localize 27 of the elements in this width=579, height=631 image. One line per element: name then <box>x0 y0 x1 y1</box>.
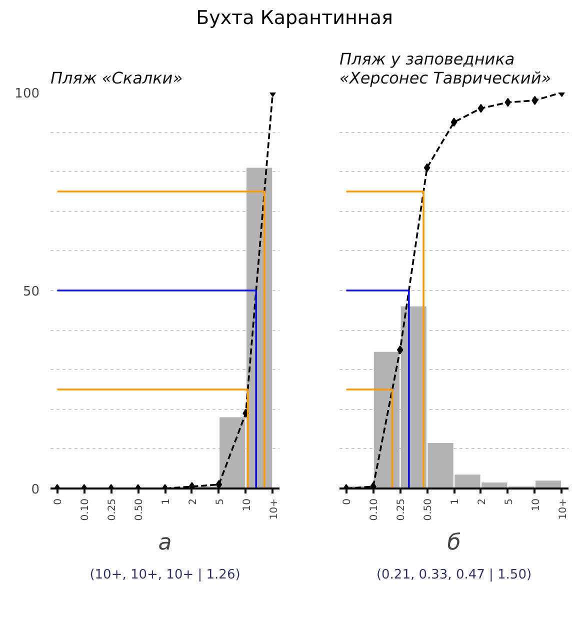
x-tick-label: 0.25 <box>107 498 118 521</box>
x-tick-label: 0.50 <box>423 498 434 521</box>
x-tick-label: 1 <box>161 498 172 505</box>
x-axis-title: а <box>158 530 172 556</box>
text: (10+, 10+, 10+ | 1.26) <box>90 568 240 582</box>
chart-subtitle: Пляж «Скалки» <box>50 68 183 88</box>
x-tick-label: 0 <box>53 498 64 505</box>
x-tick-label: 0.25 <box>396 498 408 521</box>
x-axis-title: б <box>447 530 461 556</box>
x-tick-label: 2 <box>476 498 488 505</box>
x-tick-label: 10 <box>242 498 253 512</box>
chart-subtitle: Пляж у заповедника «Херсонес Таврический» <box>340 50 552 88</box>
x-tick-label: 0 <box>342 498 354 505</box>
x-tick-label: 10 <box>530 498 542 512</box>
y-tick-label: 50 <box>22 284 40 300</box>
y-tick-label: 100 <box>14 86 40 102</box>
x-tick-label: 10+ <box>268 498 280 520</box>
x-tick-label: 2 <box>188 498 199 505</box>
x-tick-label: 5 <box>504 498 515 505</box>
x-tick-label: 5 <box>214 498 226 505</box>
text: (0.21, 0.33, 0.47 | 1.50) <box>376 568 532 582</box>
x-tick-label: 0.10 <box>80 498 92 521</box>
x-tick-label: 0.10 <box>369 498 380 521</box>
chart-title: Бухта Карантинная <box>196 6 393 31</box>
x-tick-label: 0.50 <box>134 498 146 521</box>
x-tick-label: 1 <box>450 498 461 505</box>
x-tick-label: 10+ <box>558 498 569 520</box>
